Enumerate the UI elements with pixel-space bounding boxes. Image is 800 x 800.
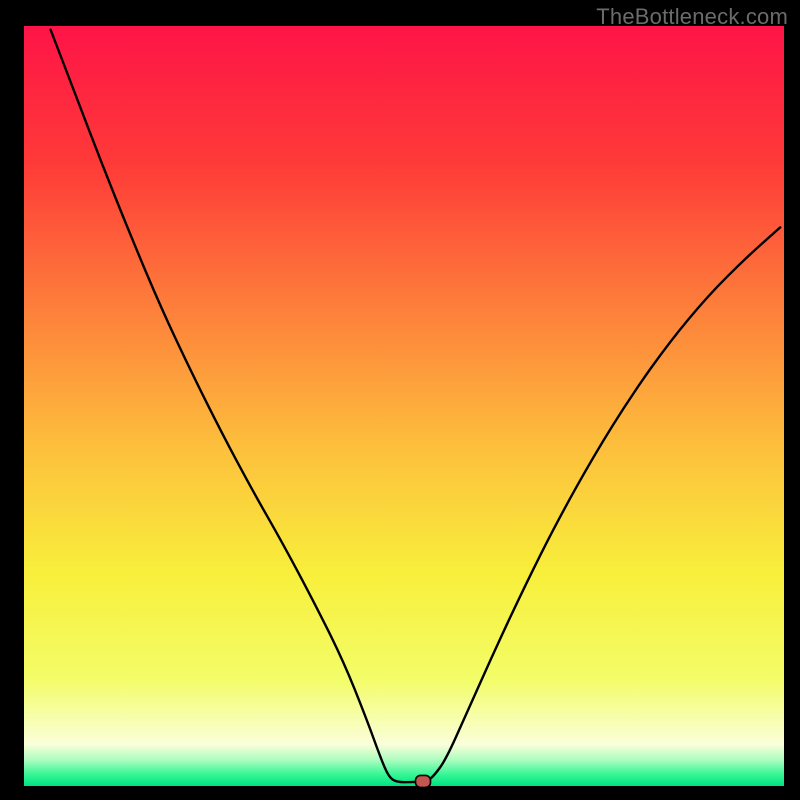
watermark-text: TheBottleneck.com (596, 4, 788, 30)
bottleneck-curve-chart (0, 0, 800, 800)
plot-background (24, 26, 784, 786)
optimum-marker (416, 775, 431, 787)
chart-container: { "watermark": { "text": "TheBottleneck.… (0, 0, 800, 800)
